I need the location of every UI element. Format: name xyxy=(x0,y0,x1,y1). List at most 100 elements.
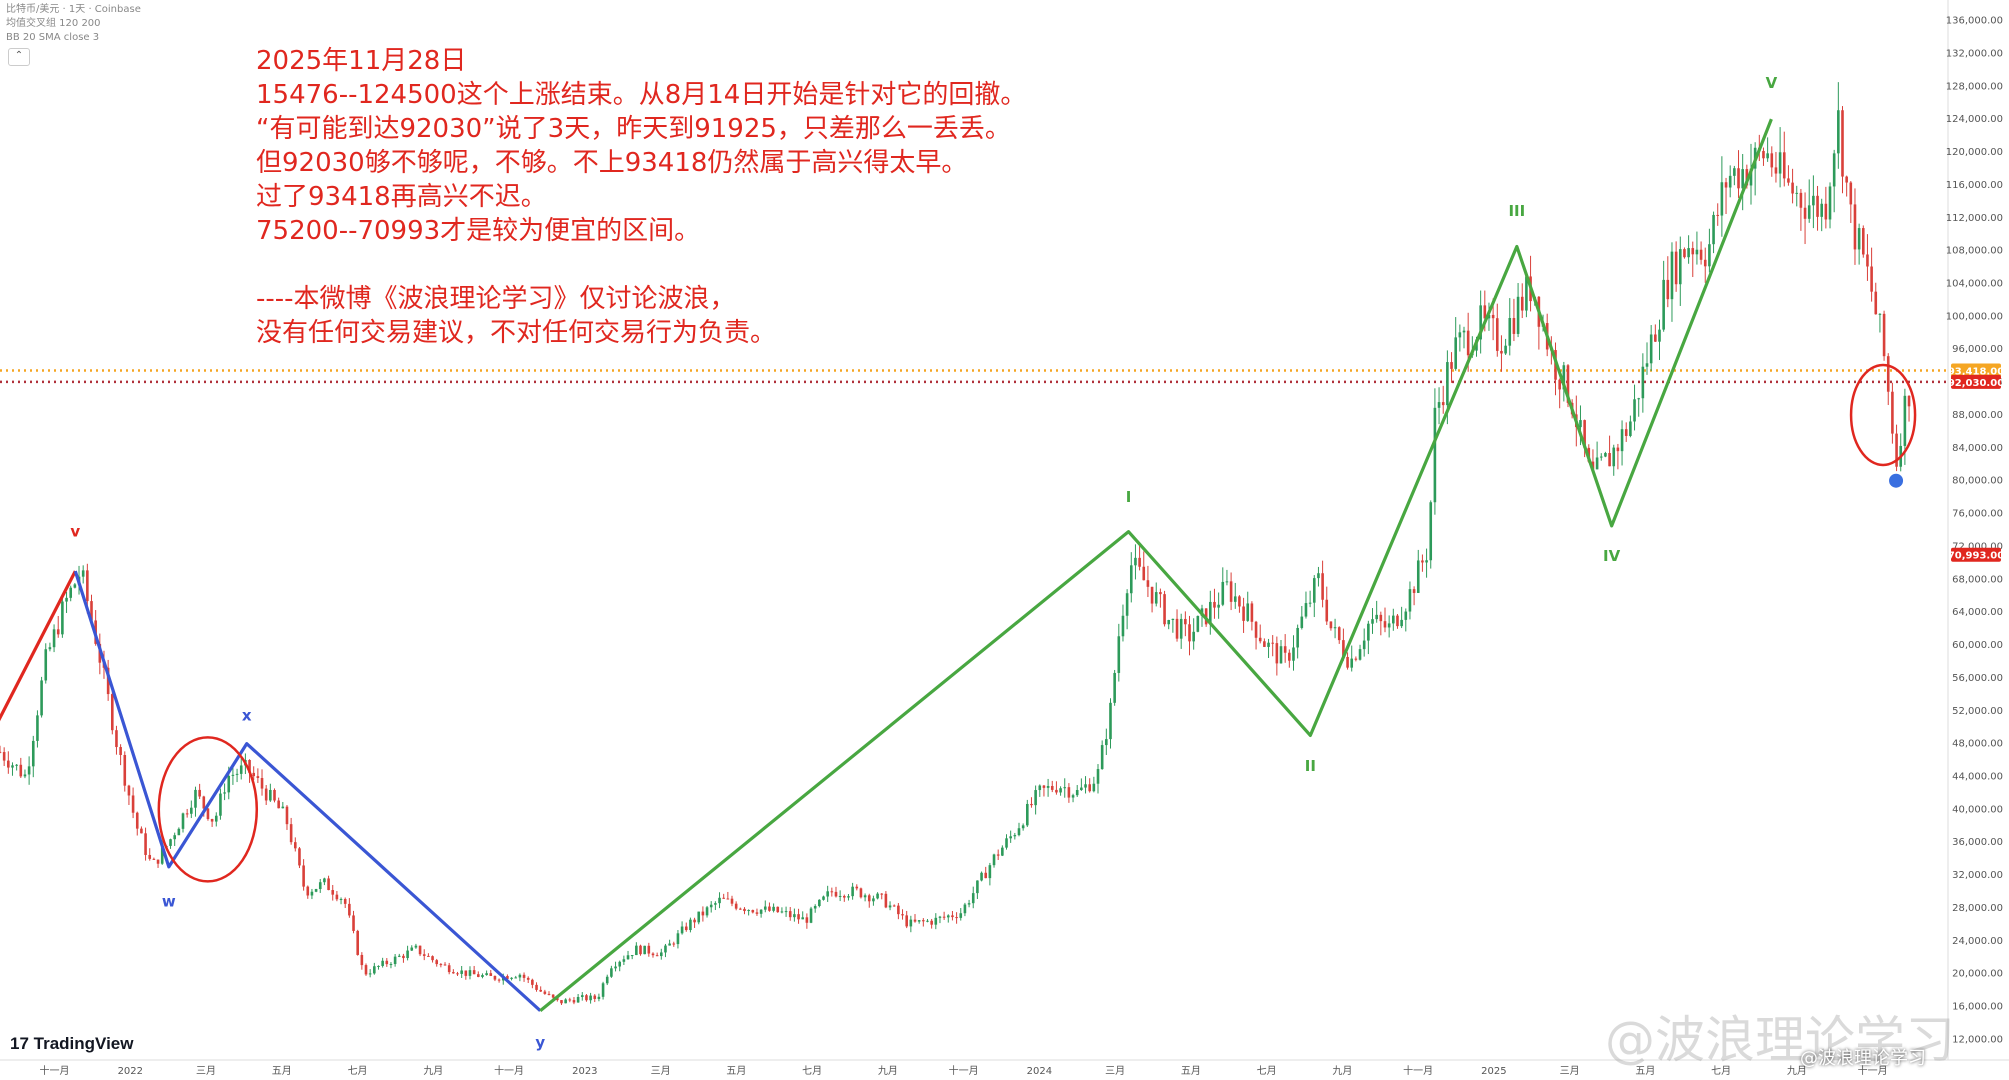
candle-body xyxy=(1196,615,1200,632)
chevron-up-icon[interactable]: ⌃ xyxy=(8,48,30,66)
candle-body xyxy=(219,793,222,816)
elliott-wave-line xyxy=(73,570,542,1012)
candle-body xyxy=(73,584,77,588)
candle-body xyxy=(1371,619,1374,624)
candle-body xyxy=(905,915,908,927)
candle-body xyxy=(177,828,181,836)
candle-body xyxy=(11,765,14,768)
candle-body xyxy=(506,976,509,979)
candle-body xyxy=(1400,619,1403,627)
candle-body xyxy=(768,906,771,911)
candle-body xyxy=(863,895,867,898)
candle-body xyxy=(647,945,651,954)
tradingview-logo[interactable]: 17 TradingView xyxy=(10,1034,134,1053)
candle-body xyxy=(859,888,863,898)
candle-body xyxy=(414,945,418,948)
candle-body xyxy=(1312,578,1316,603)
candle-body xyxy=(1117,636,1121,673)
candle-body xyxy=(1167,619,1171,625)
candle-body xyxy=(1050,786,1054,790)
candle-body xyxy=(1483,305,1487,319)
candle-body xyxy=(1358,649,1362,660)
y-tick-label: 44,000.00 xyxy=(1952,772,2003,783)
annotation-line xyxy=(256,248,1026,282)
candle-body xyxy=(1150,586,1154,604)
candle-body xyxy=(464,970,468,976)
candle-body xyxy=(1038,785,1042,791)
candle-body xyxy=(834,891,838,897)
candle-body xyxy=(1433,407,1437,503)
y-tick-label: 60,000.00 xyxy=(1952,640,2003,651)
candle-body xyxy=(385,960,389,965)
candle-body xyxy=(1674,251,1678,285)
candle-body xyxy=(576,996,580,1003)
candle-body xyxy=(709,904,713,908)
x-tick-label: 2023 xyxy=(572,1066,597,1077)
candle-body xyxy=(1129,565,1133,594)
candle-body xyxy=(110,694,114,731)
y-tick-label: 128,000.00 xyxy=(1946,81,2003,92)
candle-body xyxy=(996,854,1000,856)
candle-body xyxy=(585,995,588,1001)
candle-body xyxy=(1599,456,1603,458)
candle-body xyxy=(684,926,688,931)
candle-body xyxy=(202,796,206,809)
highlight-circle xyxy=(157,736,259,883)
symbol-header[interactable]: 比特币/美元 · 1天 · Coinbase xyxy=(6,4,141,15)
candle-body xyxy=(256,776,260,778)
candle-body xyxy=(1762,150,1765,159)
candle-body xyxy=(115,730,118,748)
candle-body xyxy=(1392,615,1395,624)
candle-body xyxy=(1720,182,1724,216)
candle-body xyxy=(610,968,613,977)
candle-body xyxy=(1803,207,1807,219)
candle-body xyxy=(1670,251,1674,300)
candle-body xyxy=(892,905,896,907)
candle-body xyxy=(759,909,763,914)
candle-body xyxy=(452,972,455,974)
candle-body xyxy=(1708,244,1711,267)
candle-body xyxy=(298,848,301,866)
annotation-line: 没有任何交易建议，不对任何交易行为负责。 xyxy=(256,318,777,348)
candle-body xyxy=(955,917,958,919)
candle-body xyxy=(1229,581,1233,602)
indicator-bb-label[interactable]: BB 20 SMA close 3 xyxy=(6,32,100,43)
candle-body xyxy=(772,906,775,911)
candle-body xyxy=(1820,203,1823,217)
candle-body xyxy=(1737,168,1740,189)
candle-body xyxy=(1317,573,1320,579)
indicator-ma-label[interactable]: 均值交叉组 120 200 xyxy=(6,18,101,29)
candle-body xyxy=(1034,790,1037,806)
y-tick-label: 112,000.00 xyxy=(1946,213,2003,224)
candle-body xyxy=(1279,646,1283,664)
candle-body xyxy=(1504,345,1507,354)
candle-body xyxy=(185,813,189,815)
candle-body xyxy=(227,775,231,793)
candle-body xyxy=(897,905,900,915)
candle-body xyxy=(1866,254,1869,267)
x-tick-label: 三月 xyxy=(1105,1065,1125,1077)
candle-body xyxy=(1828,186,1832,220)
candle-body xyxy=(173,835,176,840)
candle-body xyxy=(1853,204,1857,250)
candle-body xyxy=(348,903,351,916)
candle-body xyxy=(1591,461,1595,470)
candle-body xyxy=(855,886,859,889)
tradingview-logo-icon: 17 xyxy=(10,1034,34,1053)
candle-body xyxy=(747,910,750,912)
candle-body xyxy=(751,910,755,913)
candle-body xyxy=(822,896,825,900)
candle-body xyxy=(364,965,368,975)
candle-body xyxy=(194,789,197,808)
candle-body xyxy=(1288,652,1291,661)
annotation-line: 2025年11月28日 xyxy=(256,46,467,76)
x-tick-label: 2025 xyxy=(1481,1066,1506,1077)
candle-body xyxy=(618,961,622,967)
candle-body xyxy=(572,1000,576,1003)
candle-body xyxy=(1325,599,1329,622)
y-axis-panel xyxy=(1948,0,2009,1080)
candle-body xyxy=(1495,318,1499,351)
candle-body xyxy=(1275,643,1279,664)
x-axis-panel xyxy=(0,1060,2009,1080)
